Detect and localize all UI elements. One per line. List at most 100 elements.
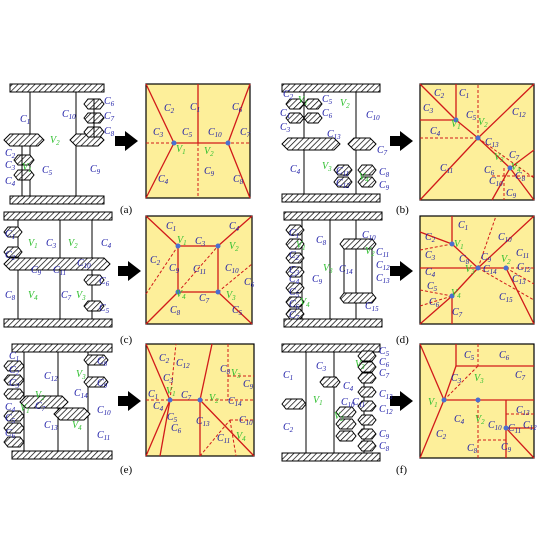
room-label: C10 [498,232,512,244]
bisector-line [217,215,253,247]
split-line [505,267,535,285]
vertex-label: V3 [322,161,332,173]
room-label: C10 [239,415,253,427]
vertex-label: V1 [166,386,176,398]
room-label: C6 [171,423,182,435]
room-label: C5 [5,413,16,425]
bisector-line [477,83,535,139]
room-label: C3 [9,378,20,390]
vertex-label: V4 [72,420,82,432]
beam [281,452,381,462]
room-label: C13 [379,389,393,401]
room-label: C6 [5,428,16,440]
beam [281,193,381,203]
room-label: C11 [352,397,365,409]
vertex-label: V3 [231,368,241,380]
brace [281,398,307,410]
brace [3,388,25,400]
room-label: C7 [509,150,520,162]
vertex-label: V4 [236,431,246,443]
room-label: C6 [104,96,115,108]
room-label: C9 [312,274,323,286]
arrow-icon [115,131,138,151]
room-label: C15 [365,301,379,313]
vertex-label: V3 [226,290,236,302]
brace [285,266,305,278]
vertex-label: V2 [501,254,511,266]
vertex-label: V1 [451,119,461,131]
room-label: C4 [101,238,112,250]
room-label: C9 [379,429,390,441]
room-label: C12 [376,260,390,272]
split-line [477,215,497,269]
room-label: C8 [220,364,231,376]
room-label: C6 [499,350,510,362]
room-label: C12 [523,420,537,432]
vertex-node [507,165,513,171]
brace [83,376,109,388]
beam [9,83,105,93]
room-label: C13 [376,273,390,285]
room-label: C4 [153,401,164,413]
brace [3,133,45,147]
room-label: C5 [167,412,178,424]
vertex-label: V2 [475,414,485,426]
room-label: C2 [164,103,175,115]
room-label: C7 [377,145,388,157]
brace [285,252,305,264]
room-label: C5 [289,287,300,299]
bisector-line [443,365,457,401]
room-label: C9 [481,252,492,264]
bisector-line [145,291,179,325]
room-label: C9 [501,442,512,454]
room-label: C6 [99,276,110,288]
vertex-label: V1 [22,162,32,174]
bisector-line [419,343,445,401]
room-label: C11 [193,264,206,276]
vertex-node [449,241,455,247]
room-label: C8 [233,174,244,186]
brace [347,137,377,151]
vertex-label: V4 [451,288,461,300]
panel-b-plan [281,83,381,203]
room-label: C2 [434,88,445,100]
room-label: C6 [322,108,333,120]
vertex-node [453,117,459,123]
room-label: C12 [379,404,393,416]
room-label: C8 [379,441,390,453]
room-label: C2 [436,429,447,441]
bisector-line [419,231,453,245]
room-label: C13 [327,129,341,141]
split-line [169,343,177,401]
caption-a: (a) [120,204,133,216]
vertex-label: V1 [298,95,308,107]
vertex-node [503,425,509,431]
panel-a-map [145,83,251,199]
vertex-label: V1 [28,238,38,250]
brace [285,296,305,308]
room-label: C4 [343,381,354,393]
room-label: C12 [336,178,350,190]
brace [3,246,23,258]
panel-d [283,211,535,328]
room-label: C3 [423,103,434,115]
bisector-line [227,83,251,144]
room-label: C8 [467,443,478,455]
vertex-node [215,289,221,295]
bisector-line [509,149,535,169]
split-line [477,137,535,179]
room-label: C6 [484,165,495,177]
panel-b [281,83,535,203]
room-label: C6 [232,102,243,114]
room-label: C8 [104,126,115,138]
brace [285,282,305,294]
room-label: C12 [44,371,58,383]
room-label: C7 [35,401,46,413]
room-label: C2 [283,422,294,434]
room-label: C4 [158,174,169,186]
beam [11,343,113,353]
beam [283,318,383,328]
room-label: C9 [90,164,101,176]
room-label: C1 [283,370,293,382]
bisector-line [199,343,213,401]
